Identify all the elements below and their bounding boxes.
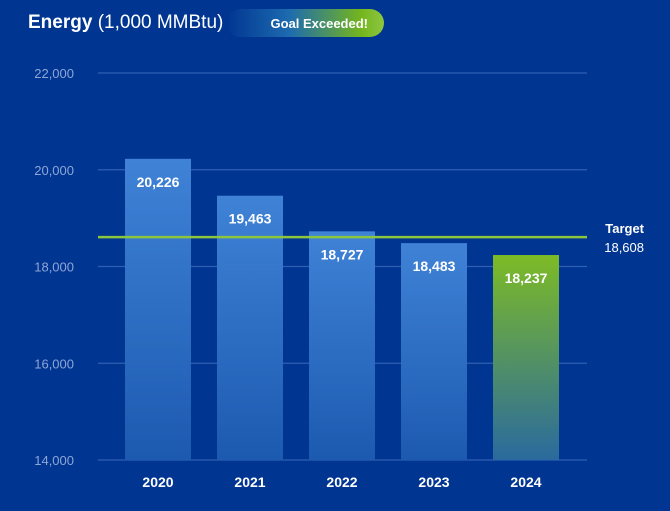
bar-2021 bbox=[217, 195, 283, 461]
bar-value-label: 18,483 bbox=[413, 258, 456, 274]
chart-title-main: Energy bbox=[28, 12, 93, 33]
x-tick-label: 2024 bbox=[510, 474, 541, 490]
x-tick-label: 2020 bbox=[142, 474, 173, 490]
goal-exceeded-badge-label: Goal Exceeded! bbox=[270, 15, 368, 31]
y-tick-label: 20,000 bbox=[34, 163, 74, 178]
x-tick-label: 2021 bbox=[234, 474, 265, 490]
bar-value-label: 18,727 bbox=[321, 246, 364, 262]
y-tick-label: 22,000 bbox=[34, 66, 74, 81]
bar-value-label: 20,226 bbox=[137, 174, 180, 190]
bar-2022 bbox=[309, 231, 375, 460]
bar-value-label: 19,463 bbox=[229, 211, 272, 227]
x-tick-label: 2023 bbox=[418, 474, 449, 490]
bar-2024 bbox=[493, 255, 559, 460]
bar-value-label: 18,237 bbox=[505, 270, 548, 286]
target-value-label: 18,608 bbox=[604, 240, 644, 255]
chart-title: Energy (1,000 MMBtu) bbox=[28, 12, 223, 34]
y-tick-label: 18,000 bbox=[34, 260, 74, 275]
bar-2020 bbox=[125, 158, 191, 460]
goal-exceeded-badge: Goal Exceeded! bbox=[226, 9, 384, 37]
y-tick-label: 14,000 bbox=[34, 453, 74, 468]
bar-2023 bbox=[401, 243, 467, 460]
x-tick-label: 2022 bbox=[326, 474, 357, 490]
y-tick-label: 16,000 bbox=[34, 356, 74, 371]
chart-title-unit: (1,000 MMBtu) bbox=[97, 12, 224, 33]
target-label: Target bbox=[605, 221, 644, 236]
